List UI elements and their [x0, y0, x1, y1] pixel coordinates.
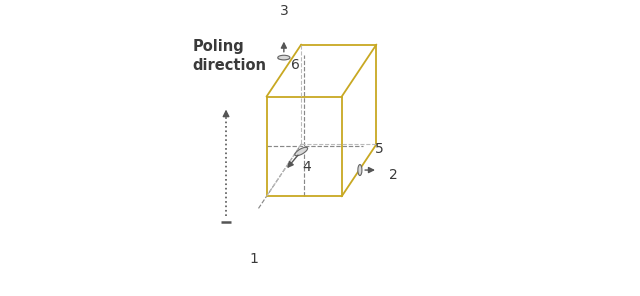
Ellipse shape [278, 57, 290, 60]
Text: 3: 3 [280, 4, 289, 18]
Text: 6: 6 [291, 58, 300, 72]
Ellipse shape [358, 165, 362, 176]
Ellipse shape [278, 55, 290, 60]
Ellipse shape [295, 147, 308, 156]
Text: 2: 2 [389, 168, 398, 182]
Text: 4: 4 [303, 160, 312, 174]
Text: 1: 1 [249, 252, 258, 266]
Text: Poling
direction: Poling direction [193, 39, 267, 73]
Text: 5: 5 [375, 142, 383, 156]
